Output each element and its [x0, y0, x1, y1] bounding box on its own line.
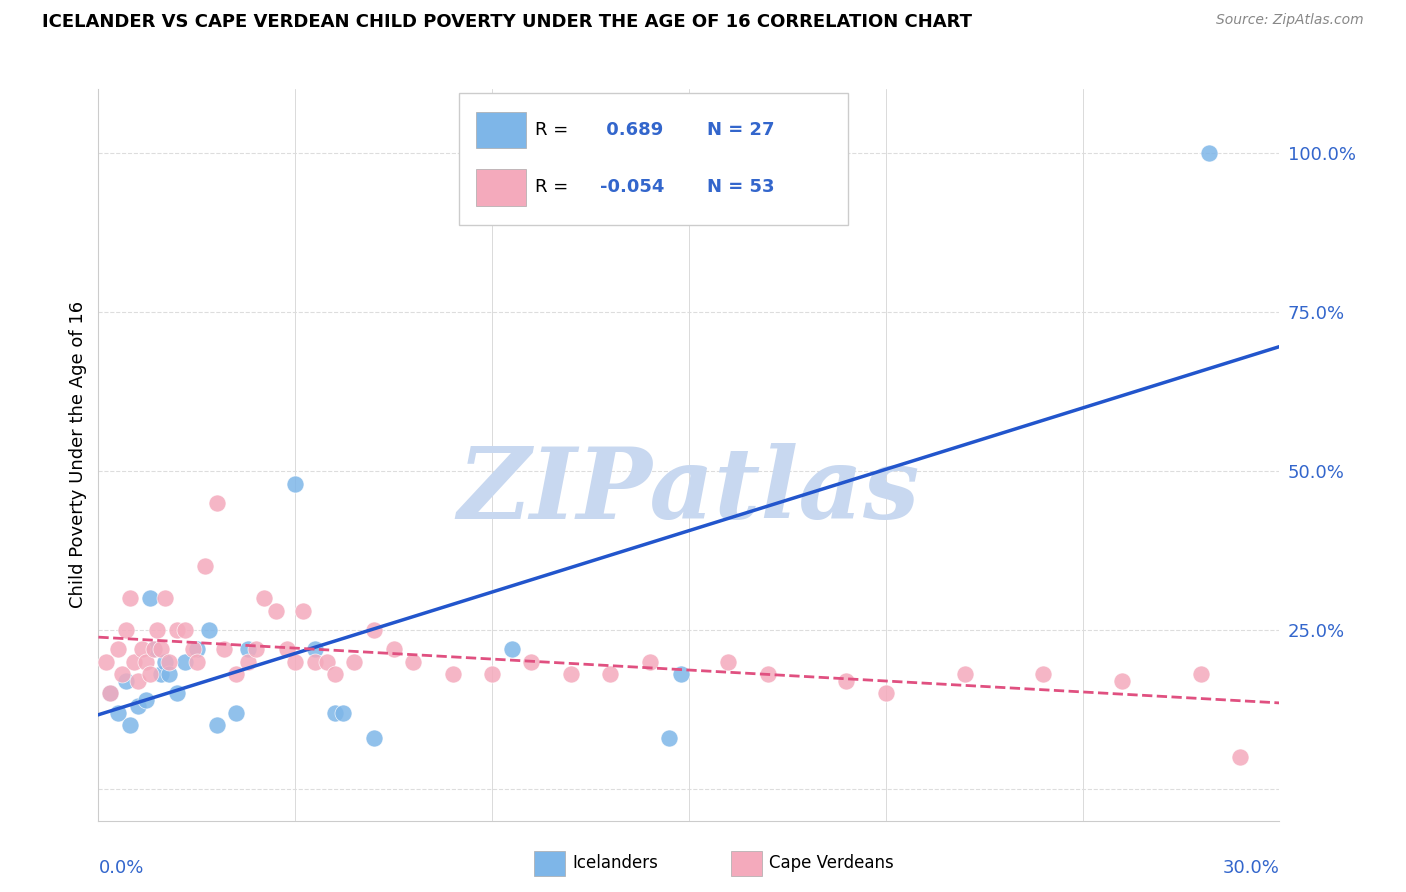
Point [658, 731, 681, 745]
Point [118, 718, 141, 732]
Y-axis label: Child Poverty Under the Age of 16: Child Poverty Under the Age of 16 [69, 301, 87, 608]
Point [669, 667, 692, 681]
Point [138, 591, 160, 605]
Point [150, 667, 173, 681]
Text: R =: R = [536, 178, 575, 196]
Text: Icelanders: Icelanders [572, 855, 658, 872]
Point [236, 655, 259, 669]
Point [225, 667, 247, 681]
Point [107, 706, 129, 720]
Point [155, 591, 177, 605]
Point [323, 667, 346, 681]
Point [205, 495, 228, 509]
Point [186, 655, 208, 669]
Text: 30.0%: 30.0% [1223, 859, 1279, 877]
Point [292, 604, 315, 618]
Point [186, 641, 208, 656]
Point [197, 623, 219, 637]
Point [98, 686, 121, 700]
Point [756, 667, 779, 681]
Point [520, 655, 543, 669]
Point [304, 655, 326, 669]
Point [135, 655, 157, 669]
Point [599, 667, 621, 681]
FancyBboxPatch shape [477, 169, 526, 205]
Point [127, 699, 149, 714]
Text: 0.0%: 0.0% [98, 859, 143, 877]
Point [1229, 750, 1251, 764]
Point [118, 591, 141, 605]
Text: N = 53: N = 53 [707, 178, 775, 196]
Point [157, 667, 180, 681]
Point [174, 623, 197, 637]
Point [138, 667, 160, 681]
Point [501, 641, 523, 656]
Text: -0.054: -0.054 [600, 178, 665, 196]
Point [131, 641, 153, 656]
Point [875, 686, 897, 700]
Text: Cape Verdeans: Cape Verdeans [769, 855, 894, 872]
Point [150, 641, 173, 656]
Point [363, 731, 385, 745]
Point [315, 655, 337, 669]
Point [953, 667, 976, 681]
Point [284, 476, 307, 491]
Point [1032, 667, 1054, 681]
Point [166, 686, 188, 700]
Point [1198, 145, 1220, 160]
Point [323, 706, 346, 720]
Text: ICELANDER VS CAPE VERDEAN CHILD POVERTY UNDER THE AGE OF 16 CORRELATION CHART: ICELANDER VS CAPE VERDEAN CHILD POVERTY … [42, 13, 972, 31]
FancyBboxPatch shape [458, 93, 848, 225]
Point [1189, 667, 1212, 681]
Point [155, 655, 177, 669]
Point [107, 641, 129, 656]
Point [225, 706, 247, 720]
Point [127, 673, 149, 688]
Point [135, 693, 157, 707]
Point [214, 641, 236, 656]
Point [402, 655, 425, 669]
Point [245, 641, 267, 656]
Point [835, 673, 858, 688]
Point [638, 655, 661, 669]
Point [166, 623, 188, 637]
Point [205, 718, 228, 732]
Point [142, 641, 165, 656]
Point [115, 623, 138, 637]
Point [174, 655, 197, 669]
Text: ZIPatlas: ZIPatlas [458, 443, 920, 540]
Point [284, 655, 307, 669]
Point [111, 667, 134, 681]
Point [276, 641, 298, 656]
Point [481, 667, 503, 681]
Point [253, 591, 276, 605]
Point [146, 623, 169, 637]
Point [363, 623, 385, 637]
Text: 0.689: 0.689 [600, 121, 664, 139]
Point [96, 655, 118, 669]
Point [343, 655, 366, 669]
Point [717, 655, 740, 669]
Text: N = 27: N = 27 [707, 121, 775, 139]
Point [1111, 673, 1133, 688]
Point [194, 559, 217, 574]
Point [264, 604, 287, 618]
Point [441, 667, 464, 681]
Point [382, 641, 405, 656]
Point [98, 686, 121, 700]
Point [304, 641, 326, 656]
Point [157, 655, 180, 669]
Text: R =: R = [536, 121, 575, 139]
Point [115, 673, 138, 688]
FancyBboxPatch shape [477, 112, 526, 148]
Point [181, 641, 204, 656]
Point [236, 641, 259, 656]
Point [122, 655, 145, 669]
Point [560, 667, 582, 681]
Text: Source: ZipAtlas.com: Source: ZipAtlas.com [1216, 13, 1364, 28]
Point [332, 706, 354, 720]
Point [142, 641, 165, 656]
